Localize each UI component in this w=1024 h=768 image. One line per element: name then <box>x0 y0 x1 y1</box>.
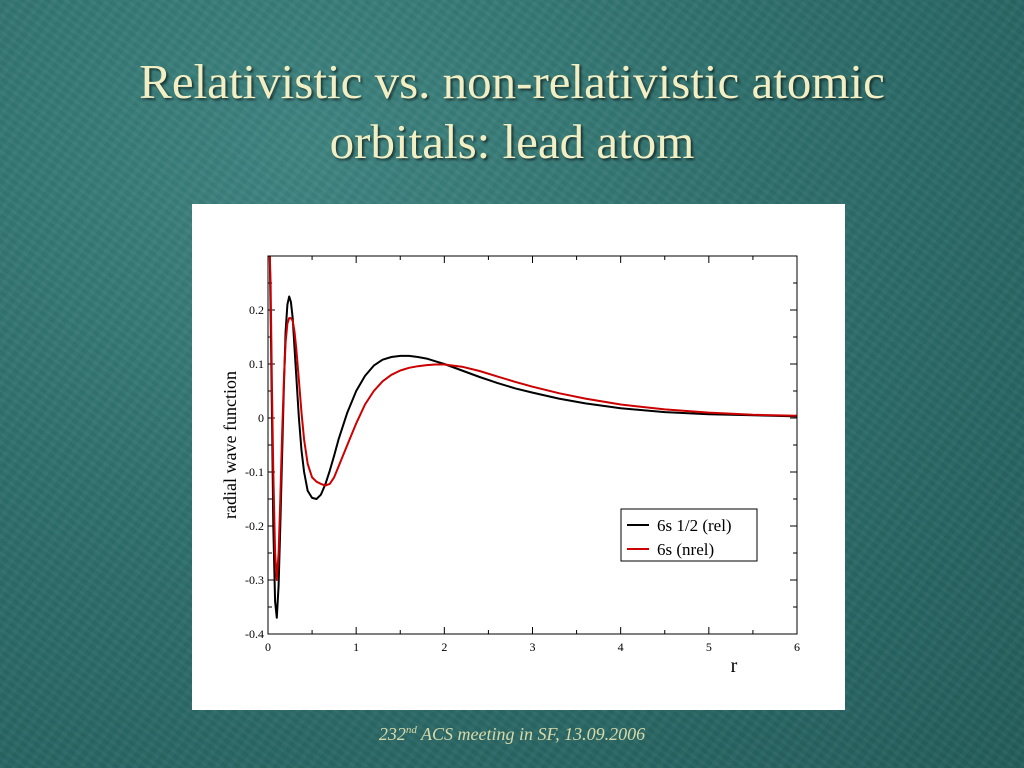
y-axis-label: radial wave function <box>220 371 240 519</box>
y-tick-label: 0 <box>258 411 264 425</box>
slide-title-line-2: orbitals: lead atom <box>329 114 695 169</box>
x-tick-label: 5 <box>706 640 712 654</box>
x-tick-label: 6 <box>794 640 800 654</box>
footer-superscript: nd <box>405 724 417 736</box>
legend-label-rel: 6s 1/2 (rel) <box>657 516 732 535</box>
radial-wave-function-chart: 0 1 2 3 4 5 6 -0.4 -0.3 -0.2 -0.1 0 0.1 0.2 r radial wa… <box>220 255 800 677</box>
legend-label-nrel: 6s (nrel) <box>657 540 714 559</box>
footer-number: 232 <box>378 724 406 744</box>
footer: 232nd ACS meeting in SF, 13.09.2006 <box>0 724 1024 745</box>
y-tick-label: 0.2 <box>249 303 264 317</box>
x-tick-label: 3 <box>530 640 536 654</box>
plot-panel: 0 1 2 3 4 5 6 -0.4 -0.3 -0.2 -0.1 0 0.1 0.2 r radial wa… <box>192 204 845 710</box>
x-axis-label: r <box>731 655 738 677</box>
y-tick-label: -0.1 <box>245 465 264 479</box>
series-line-rel <box>268 256 797 619</box>
y-tick-label: -0.4 <box>245 627 264 641</box>
x-tick-label: 4 <box>618 640 624 654</box>
y-tick-label: -0.2 <box>245 519 264 533</box>
y-tick-label: 0.1 <box>249 357 264 371</box>
footer-text: ACS meeting in SF, 13.09.2006 <box>416 724 646 744</box>
plot-frame <box>267 255 798 635</box>
x-tick-label: 0 <box>265 640 271 654</box>
series-line-nrel <box>268 256 797 581</box>
x-tick-label: 2 <box>441 640 447 654</box>
y-tick-label: -0.3 <box>245 573 264 587</box>
slide-title-line-1: Relativistic vs. non-relativistic atomic <box>139 54 885 109</box>
x-tick-label: 1 <box>353 640 359 654</box>
slide-title: Relativistic vs. non-relativistic atomic… <box>0 52 1024 172</box>
legend-box <box>620 508 758 562</box>
